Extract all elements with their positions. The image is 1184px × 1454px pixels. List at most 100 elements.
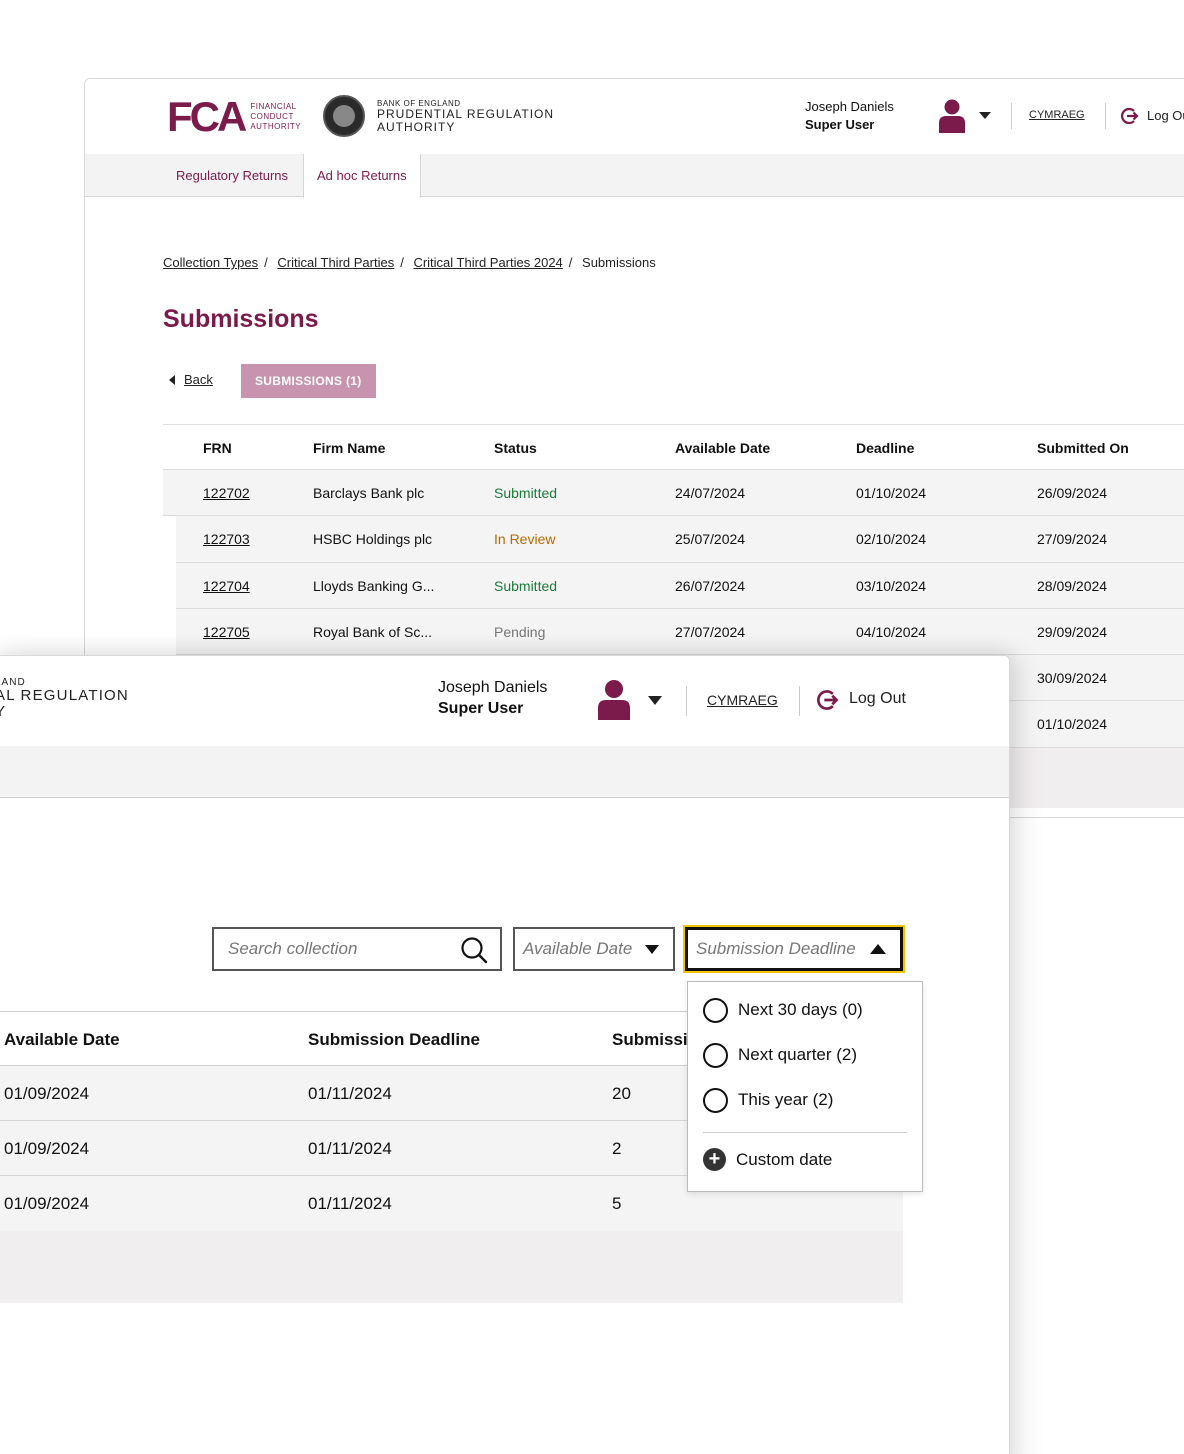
firm-name: Royal Bank of Sc...	[313, 623, 433, 640]
option-next-quarter[interactable]: Next quarter (2)	[703, 1040, 857, 1070]
logout-button[interactable]: Log Out	[849, 690, 906, 707]
back-link[interactable]: Back	[169, 372, 213, 387]
available-date: 26/07/2024	[675, 577, 746, 594]
breadcrumb-critical-third-parties-2024[interactable]: Critical Third Parties 2024	[413, 255, 563, 270]
boe-logo-big1: AL REGULATION	[0, 687, 129, 704]
custom-date-button[interactable]: + Custom date	[703, 1148, 832, 1171]
submitted-on: 01/10/2024	[1037, 716, 1108, 733]
table-row[interactable]: 01/09/2024 01/11/2024 5	[0, 1176, 903, 1231]
option-label: This year (2)	[738, 1090, 834, 1109]
firm-name: HSBC Holdings plc	[313, 531, 433, 548]
divider	[799, 686, 800, 716]
deadline: 01/10/2024	[856, 485, 927, 501]
submission-deadline-filter[interactable]: Submission Deadline	[683, 925, 905, 973]
language-link[interactable]: CYMRAEG	[707, 692, 778, 708]
search-box	[212, 927, 502, 971]
user-name: Joseph Daniels	[438, 679, 548, 696]
user-info: Joseph Daniels Super User	[438, 677, 547, 719]
option-this-year[interactable]: This year (2)	[703, 1085, 833, 1115]
option-next-30-days[interactable]: Next 30 days (0)	[703, 995, 863, 1025]
table-row[interactable]: 122705 Royal Bank of Sc... Pending 27/07…	[176, 608, 1184, 656]
radio-icon[interactable]	[703, 1087, 728, 1113]
submitted-on: 27/09/2024	[1037, 531, 1108, 548]
column-header-status[interactable]: Status	[494, 440, 537, 456]
logout-icon[interactable]	[817, 689, 839, 711]
column-header-available-date[interactable]: Available Date	[675, 440, 771, 456]
available-date-filter-label: Available Date	[523, 939, 633, 958]
column-header-submitted-on[interactable]: Submitted On	[1037, 440, 1129, 456]
table-row[interactable]: 122704 Lloyds Banking G... Submitted 26/…	[176, 562, 1184, 609]
boe-pra-logo[interactable]: LAND AL REGULATION Y	[0, 677, 129, 720]
boe-logo-small: LAND	[0, 677, 26, 688]
column-header-frn[interactable]: FRN	[203, 440, 232, 456]
table-row[interactable]: 122702 Barclays Bank plc Submitted 24/07…	[163, 470, 1184, 517]
fca-logo-line2: CONDUCT	[250, 112, 294, 121]
deadline-dropdown-menu: Next 30 days (0) Next quarter (2) This y…	[687, 981, 923, 1192]
table-row[interactable]: 122703 HSBC Holdings plc In Review 25/07…	[176, 516, 1184, 563]
radio-icon[interactable]	[703, 1042, 728, 1068]
divider	[703, 1132, 907, 1133]
breadcrumb-critical-third-parties[interactable]: Critical Third Parties	[277, 255, 395, 270]
available-date-filter[interactable]: Available Date	[513, 927, 675, 971]
column-header-submission-deadline[interactable]: Submission Deadline	[308, 1030, 480, 1049]
option-label: Next quarter (2)	[738, 1045, 858, 1064]
user-menu-chevron-down-icon[interactable]	[648, 696, 662, 705]
available-date: 24/07/2024	[675, 485, 746, 501]
boe-logo-text: BANK OF ENGLAND PRUDENTIAL REGULATION AU…	[377, 99, 554, 134]
boe-logo-small: BANK OF ENGLAND	[377, 98, 461, 108]
frn-link[interactable]: 122703	[203, 531, 250, 548]
submitted-on: 30/09/2024	[1037, 670, 1108, 687]
submitted-on: 26/09/2024	[1037, 485, 1108, 501]
page-title: Submissions	[163, 305, 319, 333]
table-header: FRN Firm Name Status Available Date Dead…	[163, 424, 1184, 470]
submission-count: 20	[612, 1084, 631, 1103]
table-header: Available Date Submission Deadline Submi…	[0, 1011, 903, 1066]
logout-button[interactable]: Log Out	[1147, 108, 1184, 123]
column-header-submissions[interactable]: Submissi	[612, 1030, 688, 1049]
user-avatar-icon[interactable]	[937, 99, 967, 133]
boe-logo-big2: Y	[0, 704, 129, 720]
breadcrumb: Collection Types / Critical Third Parties…	[163, 255, 656, 270]
chevron-left-icon	[169, 374, 175, 385]
available-date: 01/09/2024	[4, 1194, 90, 1213]
header: LAND AL REGULATION Y Joseph Daniels Supe…	[0, 656, 1009, 746]
submitted-on: 28/09/2024	[1037, 577, 1108, 594]
submitted-on: 29/09/2024	[1037, 623, 1108, 640]
submissions-tab-button[interactable]: SUBMISSIONS (1)	[241, 364, 376, 398]
frn-link[interactable]: 122702	[203, 485, 250, 501]
user-menu-chevron-down-icon[interactable]	[979, 112, 991, 119]
radio-icon[interactable]	[703, 997, 728, 1023]
divider	[686, 686, 687, 716]
search-icon[interactable]	[460, 936, 488, 964]
column-header-deadline[interactable]: Deadline	[856, 440, 915, 456]
table-footer	[0, 1231, 903, 1303]
boe-pra-logo[interactable]: BANK OF ENGLAND PRUDENTIAL REGULATION AU…	[323, 95, 554, 137]
submission-deadline: 01/11/2024	[308, 1084, 392, 1103]
submission-count: 2	[612, 1139, 622, 1158]
tab-ad-hoc-returns[interactable]: Ad hoc Returns	[303, 154, 421, 198]
fca-logo-line1: FINANCIAL	[250, 102, 297, 111]
logout-icon[interactable]	[1121, 107, 1139, 125]
divider	[1011, 103, 1012, 129]
column-header-firm-name[interactable]: Firm Name	[313, 440, 386, 456]
user-avatar-icon[interactable]	[597, 680, 631, 720]
breadcrumb-collection-types[interactable]: Collection Types	[163, 255, 259, 270]
column-header-available-date[interactable]: Available Date	[4, 1030, 120, 1049]
status-badge: In Review	[494, 531, 556, 548]
user-name: Joseph Daniels	[805, 99, 894, 114]
fca-logo[interactable]: FCA FINANCIAL CONDUCT AUTHORITY	[167, 96, 301, 138]
nav-bar	[0, 746, 1009, 798]
user-role: Super User	[805, 117, 875, 132]
option-label: Next 30 days (0)	[738, 1000, 863, 1019]
fca-logo-line3: AUTHORITY	[250, 122, 302, 131]
available-date: 01/09/2024	[4, 1084, 90, 1103]
language-link[interactable]: CYMRAEG	[1029, 109, 1085, 121]
breadcrumb-separator: /	[568, 255, 573, 270]
frn-link[interactable]: 122704	[203, 577, 250, 594]
fca-logo-mark: FCA	[167, 93, 247, 140]
available-date: 25/07/2024	[675, 531, 746, 548]
search-input[interactable]	[214, 929, 444, 969]
tab-regulatory-returns[interactable]: Regulatory Returns	[176, 168, 288, 183]
frn-link[interactable]: 122705	[203, 623, 250, 640]
boe-logo-big1: PRUDENTIAL REGULATION	[377, 106, 555, 121]
